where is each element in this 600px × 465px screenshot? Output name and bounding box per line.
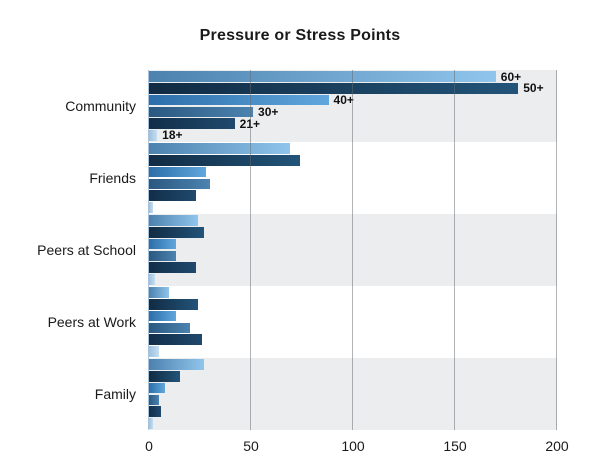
bar-row: [149, 215, 557, 226]
bar-family-30plus: [149, 394, 160, 406]
bar-family-18plus: [149, 418, 154, 429]
age-group-label: 21+: [240, 118, 260, 130]
bar-family-21plus: [149, 406, 162, 417]
age-group-label: 60+: [500, 69, 522, 84]
x-tick-label: 200: [545, 438, 569, 454]
gridline-50: [250, 70, 251, 430]
bar-peers-at-work-60plus: [149, 287, 170, 298]
bar-row: [149, 143, 557, 154]
category-band: [149, 142, 557, 214]
bar-row: 30+: [149, 104, 557, 119]
bar-peers-at-school-30plus: [149, 250, 176, 262]
bar-peers-at-school-60plus: [149, 215, 198, 226]
bar-peers-at-work-50plus: [149, 299, 198, 310]
bar-family-40plus: [149, 382, 166, 394]
bar-row: 21+: [149, 118, 557, 130]
bar-community-18plus: [149, 130, 158, 141]
category-label: Community: [65, 98, 136, 114]
bar-peers-at-work-18plus: [149, 346, 160, 357]
bar-community-50plus: [149, 83, 519, 94]
bar-community-21plus: [149, 118, 235, 129]
bar-row: [149, 202, 557, 213]
category-band: 60+50+ 40+ 30+21+ 18+: [149, 70, 557, 142]
bar-row: [149, 310, 557, 322]
category-label: Peers at School: [37, 242, 136, 258]
bar-peers-at-work-30plus: [149, 322, 190, 334]
plot-area: 60+50+ 40+ 30+21+ 18+: [149, 70, 557, 430]
age-group-label: 40+: [333, 93, 354, 108]
x-tick-label: 150: [443, 438, 467, 454]
bar-family-50plus: [149, 371, 180, 382]
bar-row: [149, 334, 557, 345]
bar-row: [149, 371, 557, 382]
bar-row: [149, 406, 557, 417]
bar-peers-at-school-40plus: [149, 238, 176, 250]
bar-community-60plus: [149, 71, 496, 82]
bar-row: [149, 250, 557, 262]
x-tick-label: 100: [341, 438, 365, 454]
bar-community-30plus: [149, 106, 254, 118]
bar-row: [149, 382, 557, 394]
bar-row: [149, 418, 557, 429]
bar-friends-21plus: [149, 190, 196, 201]
category-band: [149, 286, 557, 358]
bar-row: [149, 274, 557, 285]
bar-family-60plus: [149, 359, 205, 370]
category-band: [149, 358, 557, 430]
gridline-100: [352, 70, 353, 430]
bar-row: [149, 394, 557, 406]
bar-row: [149, 190, 557, 201]
bar-peers-at-work-21plus: [149, 334, 203, 345]
bar-row: [149, 359, 557, 370]
bar-row: [149, 287, 557, 298]
bar-row: [149, 238, 557, 250]
bar-peers-at-school-50plus: [149, 227, 205, 238]
bar-friends-18plus: [149, 202, 154, 213]
category-label: Friends: [89, 170, 136, 186]
x-tick-label: 0: [145, 438, 153, 454]
age-group-label: 50+: [523, 81, 544, 96]
age-group-label: 18+: [162, 128, 183, 143]
bar-friends-30plus: [149, 178, 211, 190]
bar-row: 50+: [149, 81, 557, 96]
age-group-label: 30+: [258, 104, 279, 119]
category-band: [149, 214, 557, 286]
bar-peers-at-school-18plus: [149, 274, 156, 285]
bar-row: [149, 166, 557, 178]
y-axis-line: [147, 70, 149, 430]
category-label: Peers at Work: [47, 314, 136, 330]
bar-community-40plus: [149, 94, 329, 106]
chart-title: Pressure or Stress Points: [199, 27, 401, 44]
bar-peers-at-work-40plus: [149, 310, 176, 322]
bar-row: [149, 178, 557, 190]
category-label: Family: [94, 386, 136, 402]
bar-friends-50plus: [149, 155, 300, 166]
bar-row: [149, 227, 557, 238]
bar-friends-40plus: [149, 166, 207, 178]
gridline-200: [556, 70, 557, 430]
bar-row: 40+: [149, 93, 557, 108]
bar-row: [149, 262, 557, 273]
bar-row: [149, 322, 557, 334]
bar-row: 60+: [149, 69, 557, 84]
bar-row: [149, 346, 557, 357]
bar-row: [149, 155, 557, 166]
bar-peers-at-school-21plus: [149, 262, 196, 273]
bar-row: 18+: [149, 128, 557, 143]
x-tick-label: 50: [243, 438, 259, 454]
bar-row: [149, 299, 557, 310]
bar-friends-60plus: [149, 143, 290, 154]
gridline-150: [454, 70, 455, 430]
